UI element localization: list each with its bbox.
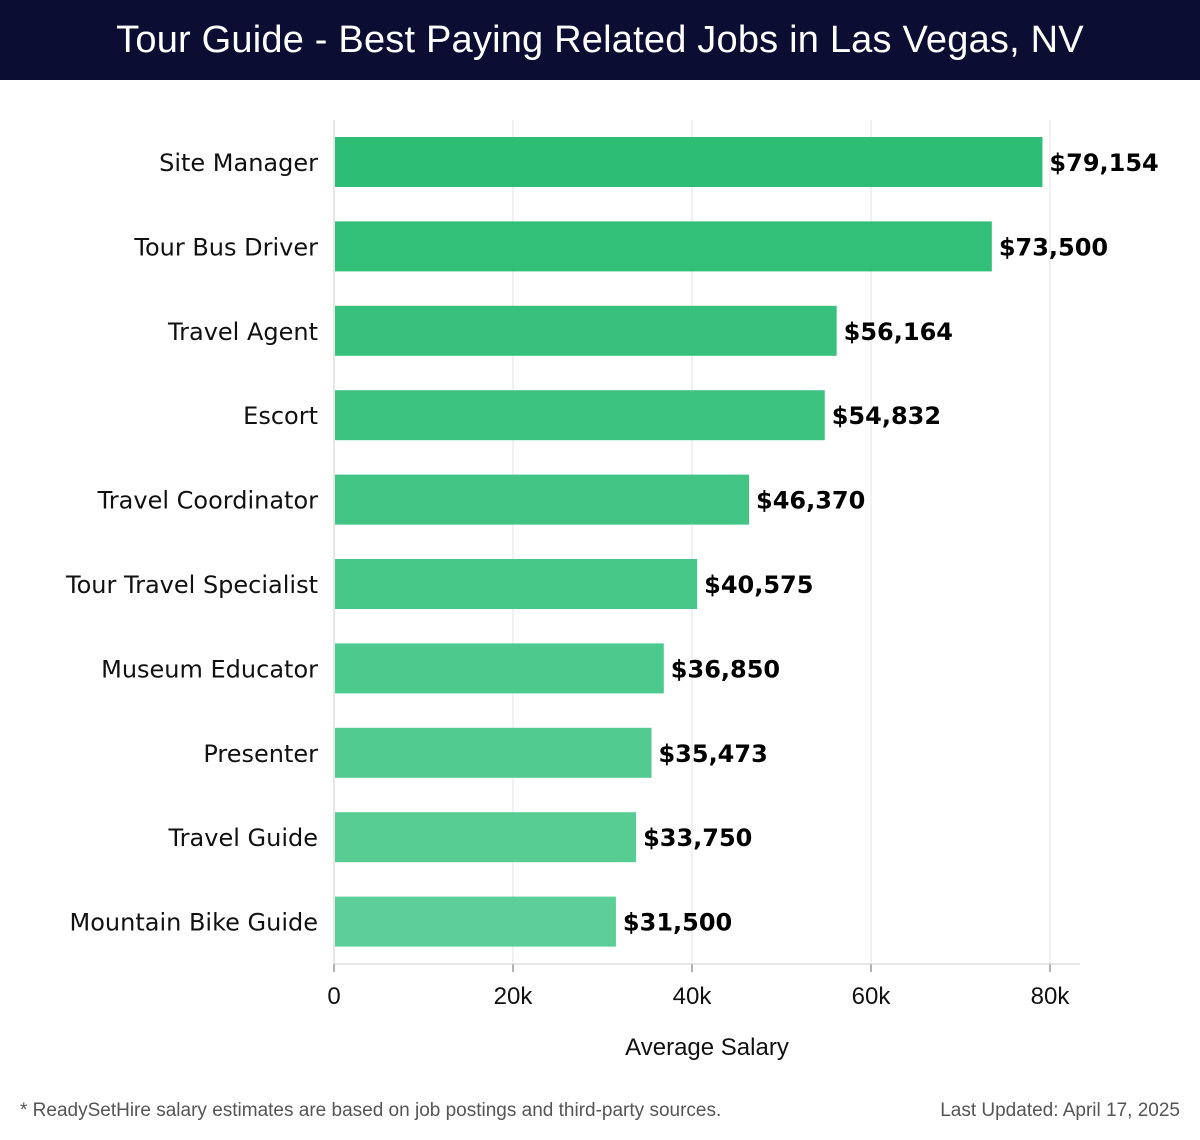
category-label: Travel Guide xyxy=(168,824,318,852)
category-label: Tour Bus Driver xyxy=(133,233,318,261)
category-label: Presenter xyxy=(203,740,318,768)
value-label: $36,850 xyxy=(671,655,780,683)
category-label: Museum Educator xyxy=(101,655,318,683)
footer-note: * ReadySetHire salary estimates are base… xyxy=(20,1100,722,1121)
bar xyxy=(335,137,1043,187)
x-tick-label: 0 xyxy=(327,983,340,1010)
bar xyxy=(335,221,992,272)
bar xyxy=(335,474,750,525)
category-label: Tour Travel Specialist xyxy=(65,571,318,599)
bar xyxy=(335,812,637,863)
bar xyxy=(335,643,664,694)
value-label: $79,154 xyxy=(1049,149,1158,177)
bar xyxy=(335,727,652,778)
category-label: Site Manager xyxy=(159,149,318,177)
bar xyxy=(335,896,616,947)
value-label: $31,500 xyxy=(623,909,732,937)
x-tick-label: 20k xyxy=(494,983,534,1010)
x-tick-label: 60k xyxy=(852,983,892,1010)
salary-bar-chart: 0 20k 40k 60k 80k Site Manager $79,154 Tour Bu… xyxy=(65,120,1159,1061)
bars xyxy=(335,137,1043,947)
category-label: Travel Agent xyxy=(167,318,318,346)
category-label: Mountain Bike Guide xyxy=(70,909,318,937)
category-label: Travel Coordinator xyxy=(97,487,318,515)
last-updated: Last Updated: April 17, 2025 xyxy=(940,1100,1180,1121)
bar xyxy=(335,305,837,356)
x-tick-label: 40k xyxy=(673,983,713,1010)
value-label: $73,500 xyxy=(999,233,1108,261)
labels: Site Manager $79,154 Tour Bus Driver $73,50… xyxy=(65,149,1159,937)
axes: 0 20k 40k 60k 80k xyxy=(327,120,1080,1010)
value-label: $46,370 xyxy=(756,487,865,515)
x-axis-label: Average Salary xyxy=(625,1034,789,1061)
x-tick-label: 80k xyxy=(1031,983,1071,1010)
bar xyxy=(335,390,825,441)
value-label: $40,575 xyxy=(704,571,813,599)
value-label: $33,750 xyxy=(643,824,752,852)
value-label: $54,832 xyxy=(832,402,941,430)
chart-header: Tour Guide - Best Paying Related Jobs in… xyxy=(0,0,1200,80)
chart-title: Tour Guide - Best Paying Related Jobs in… xyxy=(116,18,1084,61)
category-label: Escort xyxy=(243,402,318,430)
bar xyxy=(335,559,698,609)
value-label: $56,164 xyxy=(844,318,953,346)
value-label: $35,473 xyxy=(658,740,767,768)
